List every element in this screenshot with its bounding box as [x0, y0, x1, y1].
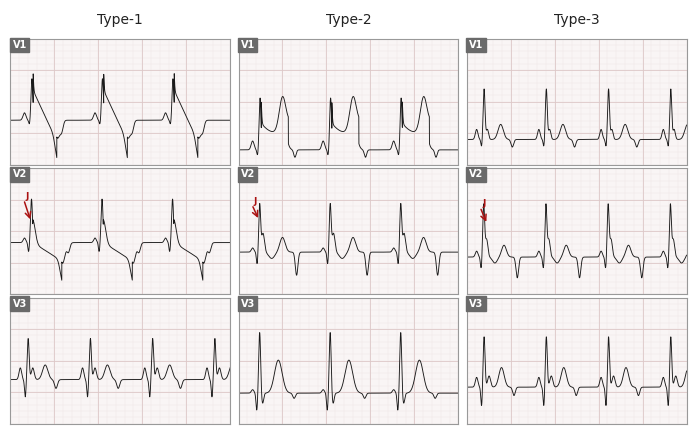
Text: V2: V2 [12, 169, 27, 179]
Text: V3: V3 [12, 299, 27, 309]
Text: V2: V2 [241, 169, 255, 179]
Text: Type-1: Type-1 [97, 13, 143, 27]
Text: Type-3: Type-3 [554, 13, 600, 27]
Text: V3: V3 [241, 299, 255, 309]
Text: V1: V1 [241, 40, 255, 50]
Text: V1: V1 [12, 40, 27, 50]
Text: V3: V3 [469, 299, 483, 309]
Text: J: J [482, 199, 485, 208]
Text: V2: V2 [469, 169, 483, 179]
Text: Type-2: Type-2 [326, 13, 371, 27]
Text: J: J [254, 197, 257, 206]
Text: V1: V1 [469, 40, 483, 50]
Text: J: J [26, 192, 29, 201]
